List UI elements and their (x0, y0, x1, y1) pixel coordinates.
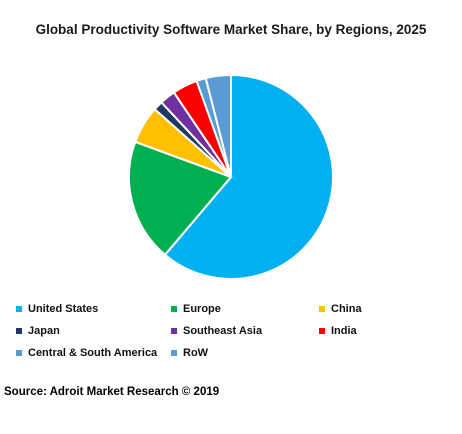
legend-item-japan: Japan (16, 325, 60, 337)
legend-swatch (171, 328, 177, 334)
legend-item-china: China (319, 303, 362, 315)
pie-slice-united-states (163, 73, 334, 280)
legend-item-europe: Europe (171, 303, 221, 315)
legend-swatch (319, 328, 325, 334)
legend-label: Japan (28, 325, 60, 337)
legend-label: Central & South America (28, 347, 158, 359)
legend-item-united-states: United States (16, 303, 98, 315)
legend-item-southeast-asia: Southeast Asia (171, 325, 262, 337)
chart-title: Global Productivity Software Market Shar… (35, 22, 427, 37)
legend-item-central-south-america: Central & South America (16, 347, 157, 359)
pie-slice-row (204, 73, 232, 178)
legend-swatch (16, 328, 22, 334)
legend-label: China (331, 303, 362, 315)
legend-swatch (319, 306, 325, 312)
legend-swatch (16, 350, 22, 356)
legend-swatch (16, 306, 22, 312)
pie-chart (128, 73, 334, 280)
legend-item-india: India (319, 325, 357, 337)
source-note: Source: Adroit Market Research © 2019 (4, 386, 220, 398)
legend-label: RoW (183, 347, 209, 359)
legend-item-row: RoW (171, 347, 208, 359)
legend-label: Europe (183, 303, 221, 315)
legend-label: United States (28, 303, 99, 315)
pie-slice-europe (128, 140, 233, 257)
legend-label: Southeast Asia (183, 325, 263, 337)
legend-swatch (171, 350, 177, 356)
legend-label: India (331, 325, 357, 337)
legend-swatch (171, 306, 177, 312)
